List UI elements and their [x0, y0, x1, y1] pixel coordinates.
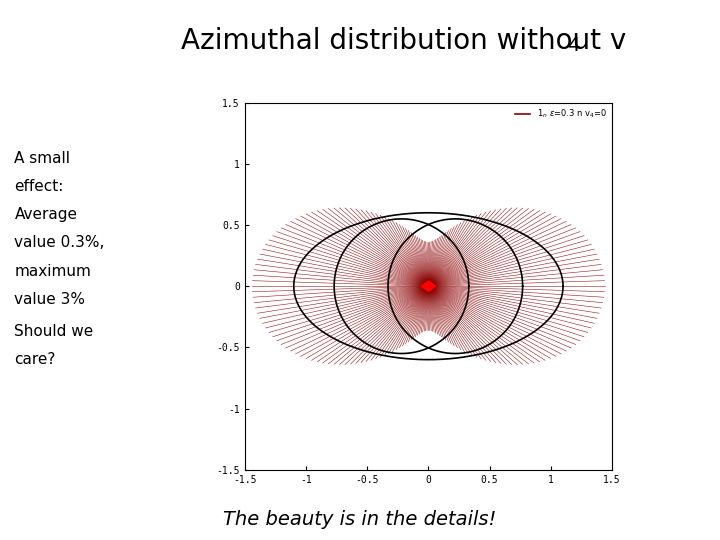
Text: value 3%: value 3% [14, 292, 86, 307]
Text: value 0.3%,: value 0.3%, [14, 235, 105, 251]
Text: Average: Average [14, 207, 78, 222]
Text: maximum: maximum [14, 264, 91, 279]
Text: care?: care? [14, 352, 55, 367]
Polygon shape [421, 281, 436, 292]
Text: A small: A small [14, 151, 71, 166]
Text: effect:: effect: [14, 179, 64, 194]
Legend: $1_n$ $\epsilon$=0.3 n v$_4$=0: $1_n$ $\epsilon$=0.3 n v$_4$=0 [512, 104, 611, 124]
Text: Azimuthal distribution without v: Azimuthal distribution without v [181, 27, 626, 55]
Text: 4: 4 [567, 36, 580, 55]
Text: Should we: Should we [14, 324, 94, 339]
Text: The beauty is in the details!: The beauty is in the details! [223, 510, 497, 529]
